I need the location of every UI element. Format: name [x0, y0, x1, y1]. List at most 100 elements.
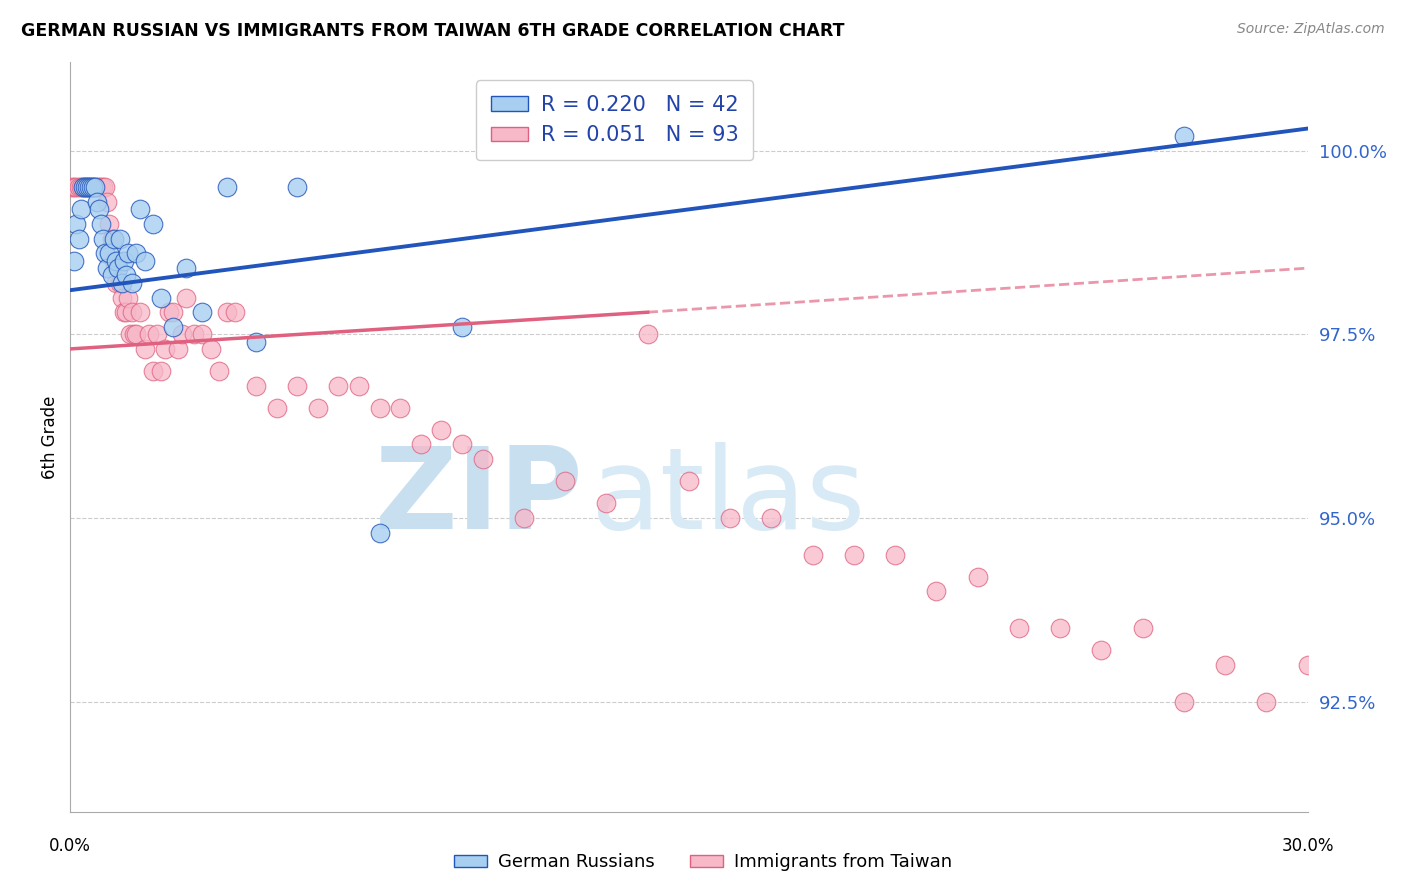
Point — [76, 180, 98, 194]
Point — [73, 180, 96, 194]
Point — [115, 305, 138, 319]
Point — [389, 401, 412, 415]
Point — [1173, 128, 1195, 143]
Point — [84, 180, 107, 194]
Y-axis label: 6th Grade: 6th Grade — [41, 395, 59, 479]
Point — [67, 232, 90, 246]
Point — [69, 202, 91, 217]
Point — [150, 291, 173, 305]
Point — [65, 217, 87, 231]
Point — [409, 437, 432, 451]
Point — [121, 276, 143, 290]
Point — [72, 180, 94, 194]
Point — [1256, 694, 1278, 708]
Point — [157, 305, 180, 319]
Point — [129, 305, 152, 319]
Point — [142, 217, 165, 231]
Point — [174, 291, 197, 305]
Point — [1090, 643, 1112, 657]
Point — [554, 474, 576, 488]
Legend: R = 0.220   N = 42, R = 0.051   N = 93: R = 0.220 N = 42, R = 0.051 N = 93 — [477, 80, 754, 160]
Point — [285, 180, 308, 194]
Point — [100, 268, 122, 283]
Point — [117, 246, 139, 260]
Point — [72, 180, 94, 194]
Point — [174, 261, 197, 276]
Point — [208, 364, 231, 378]
Point — [142, 364, 165, 378]
Point — [107, 253, 129, 268]
Point — [347, 378, 370, 392]
Point — [162, 319, 184, 334]
Point — [134, 342, 156, 356]
Point — [103, 232, 125, 246]
Point — [451, 319, 474, 334]
Point — [191, 327, 214, 342]
Point — [925, 584, 948, 599]
Point — [307, 401, 329, 415]
Text: ZIP: ZIP — [375, 442, 583, 552]
Point — [100, 232, 122, 246]
Point — [67, 180, 90, 194]
Legend: German Russians, Immigrants from Taiwan: German Russians, Immigrants from Taiwan — [447, 847, 959, 879]
Point — [1008, 621, 1031, 635]
Point — [112, 305, 135, 319]
Point — [966, 569, 988, 583]
Point — [368, 401, 391, 415]
Point — [245, 378, 267, 392]
Point — [65, 180, 87, 194]
Point — [884, 548, 907, 562]
Point — [129, 202, 152, 217]
Point — [170, 327, 193, 342]
Point — [285, 378, 308, 392]
Point — [69, 180, 91, 194]
Point — [82, 180, 104, 194]
Point — [801, 548, 824, 562]
Point — [121, 305, 143, 319]
Text: 0.0%: 0.0% — [49, 838, 91, 855]
Point — [104, 276, 127, 290]
Point — [86, 180, 108, 194]
Point — [183, 327, 205, 342]
Point — [134, 253, 156, 268]
Point — [63, 253, 86, 268]
Point — [80, 180, 103, 194]
Point — [166, 342, 188, 356]
Point — [103, 253, 125, 268]
Point — [111, 276, 134, 290]
Point — [718, 511, 741, 525]
Point — [115, 268, 138, 283]
Point — [94, 246, 117, 260]
Point — [89, 180, 111, 194]
Text: GERMAN RUSSIAN VS IMMIGRANTS FROM TAIWAN 6TH GRADE CORRELATION CHART: GERMAN RUSSIAN VS IMMIGRANTS FROM TAIWAN… — [21, 22, 845, 40]
Point — [82, 180, 104, 194]
Point — [513, 511, 536, 525]
Point — [125, 327, 148, 342]
Point — [153, 342, 176, 356]
Point — [98, 246, 121, 260]
Point — [471, 452, 494, 467]
Point — [215, 180, 238, 194]
Point — [430, 423, 453, 437]
Point — [368, 525, 391, 540]
Point — [107, 261, 129, 276]
Point — [104, 253, 127, 268]
Point — [73, 180, 96, 194]
Point — [96, 194, 118, 209]
Point — [77, 180, 100, 194]
Point — [1296, 657, 1319, 672]
Text: 30.0%: 30.0% — [1281, 838, 1334, 855]
Point — [120, 327, 142, 342]
Point — [89, 202, 111, 217]
Point — [678, 474, 700, 488]
Point — [150, 364, 173, 378]
Point — [1173, 694, 1195, 708]
Point — [86, 194, 108, 209]
Point — [162, 305, 184, 319]
Text: atlas: atlas — [591, 442, 865, 552]
Point — [842, 548, 865, 562]
Point — [146, 327, 169, 342]
Point — [761, 511, 783, 525]
Point — [91, 180, 114, 194]
Point — [84, 180, 107, 194]
